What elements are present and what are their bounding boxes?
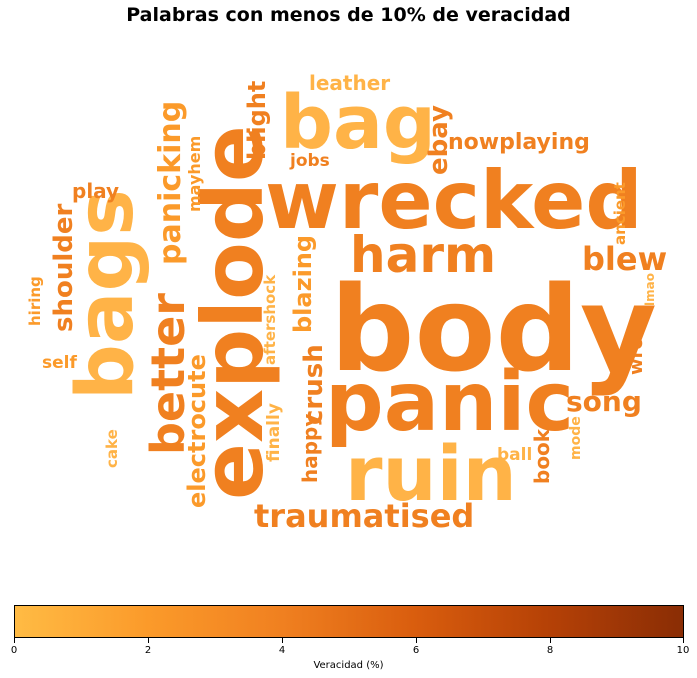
word-jobs: jobs <box>289 151 330 171</box>
word-mayhem: mayhem <box>185 136 204 212</box>
colorbar <box>14 605 684 638</box>
colorbar-label: Veracidad (%) <box>313 660 384 671</box>
colorbar-tick-label: 6 <box>412 645 420 656</box>
word-blazing: blazing <box>289 235 317 333</box>
word-nowplaying: nowplaying <box>448 130 590 155</box>
word-blight: blight <box>243 81 271 160</box>
word-blew: blew <box>582 240 667 278</box>
word-cloud: body wrecked panic explode bags ruin bag harm be… <box>26 71 667 535</box>
word-aftershock: aftershock <box>261 274 279 365</box>
colorbar-tick <box>550 638 551 643</box>
word-panicking: panicking <box>153 101 188 265</box>
word-happy: happy <box>298 414 322 483</box>
word-self: self <box>42 353 77 373</box>
colorbar-tick <box>416 638 417 643</box>
word-electrocute: electrocute <box>183 354 211 508</box>
word-leather: leather <box>309 71 390 95</box>
word-traumatised: traumatised <box>254 497 474 535</box>
colorbar-tick-label: 0 <box>10 645 18 656</box>
word-cake: cake <box>103 429 121 468</box>
colorbar-tick-label: 4 <box>278 645 286 656</box>
colorbar-tick-label: 8 <box>546 645 554 656</box>
word-bags: bags <box>61 189 151 400</box>
chart-title: Palabras con menos de 10% de veracidad <box>126 4 571 26</box>
word-wrecked: wrecked <box>265 154 643 247</box>
word-book: book <box>530 428 554 484</box>
word-play: play <box>72 179 119 203</box>
word-ebay: ebay <box>424 105 454 175</box>
word-finally: finally <box>264 403 284 462</box>
word-shoulder: shoulder <box>49 203 79 332</box>
word-lmao: lmao <box>643 273 657 306</box>
word-bag: bag <box>280 80 436 166</box>
colorbar-tick <box>683 638 684 643</box>
colorbar-tick <box>282 638 283 643</box>
word-mode: mode <box>568 416 584 460</box>
word-panic: panic <box>325 355 574 450</box>
word-wrong: wrong <box>626 311 647 375</box>
colorbar-tick <box>148 638 149 643</box>
word-hiring: hiring <box>26 276 44 326</box>
word-explode: explode <box>184 125 282 500</box>
word-better: better <box>141 293 195 455</box>
word-ancient: ancient <box>611 182 629 245</box>
word-harm: harm <box>350 226 496 284</box>
word-ball: ball <box>497 445 532 465</box>
colorbar-tick-label: 2 <box>144 645 152 656</box>
colorbar-tick <box>14 638 15 643</box>
word-crush: crush <box>299 344 329 425</box>
word-ruin: ruin <box>345 429 517 518</box>
word-body: body <box>330 260 657 398</box>
colorbar-tick-label: 10 <box>676 645 690 656</box>
word-song: song <box>566 385 642 418</box>
